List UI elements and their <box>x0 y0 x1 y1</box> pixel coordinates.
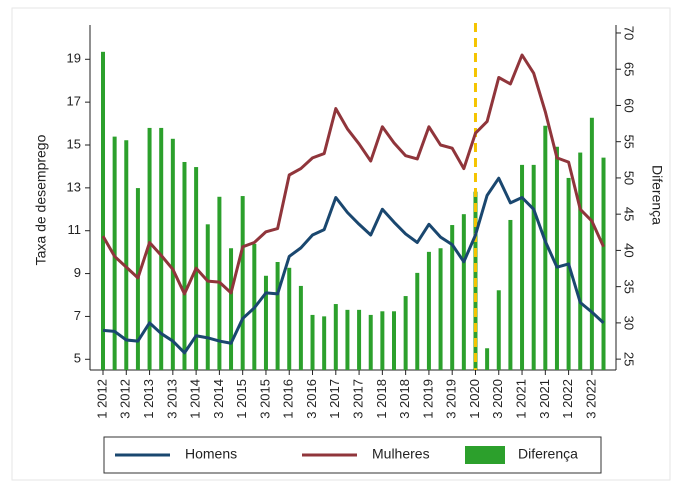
y2-tick-label: 40 <box>622 243 637 257</box>
bar <box>298 285 303 370</box>
x-tick-label: 1 2017 <box>327 379 342 419</box>
y-axis-label: Taxa de desemprego <box>33 134 49 265</box>
bar <box>310 314 315 370</box>
x-tick-label: 3 2019 <box>444 379 459 419</box>
x-tick-label: 3 2013 <box>164 379 179 419</box>
y2-tick-label: 70 <box>622 26 637 40</box>
bar <box>345 309 350 370</box>
legend-label: Diferença <box>518 446 578 462</box>
bar <box>170 138 175 370</box>
y-tick-label: 17 <box>67 94 81 109</box>
x-tick-label: 3 2020 <box>490 379 505 419</box>
bar <box>357 309 362 370</box>
x-tick-label: 1 2018 <box>374 379 389 419</box>
bar <box>275 262 280 370</box>
bar <box>101 51 105 370</box>
x-tick-label: 3 2015 <box>257 379 272 419</box>
bar <box>531 164 536 370</box>
legend-swatch <box>465 446 505 464</box>
line <box>101 53 605 296</box>
bar <box>426 251 431 370</box>
y2-tick-label: 65 <box>622 62 637 76</box>
bar <box>333 304 338 370</box>
y-tick-label: 11 <box>68 222 82 237</box>
legend-label: Homens <box>185 446 237 462</box>
bar <box>124 140 129 370</box>
y2-tick-label: 30 <box>622 316 637 330</box>
x-tick-label: 3 2017 <box>351 379 366 419</box>
y2-tick-label: 60 <box>622 98 637 112</box>
bar <box>508 219 513 370</box>
bar <box>263 275 268 370</box>
bar <box>566 177 571 370</box>
bar <box>147 127 152 370</box>
bar <box>520 164 525 370</box>
x-tick-label: 1 2022 <box>560 379 575 419</box>
y-tick-label: 19 <box>67 51 81 66</box>
bar <box>601 157 606 370</box>
bar <box>438 248 443 370</box>
x-tick-label: 3 2021 <box>537 379 552 419</box>
x-tick-label: 3 2012 <box>118 379 133 419</box>
bar <box>461 214 466 370</box>
frame <box>11 7 671 481</box>
bar <box>543 125 548 371</box>
bar <box>240 196 245 370</box>
y-tick-label: 9 <box>74 265 81 280</box>
x-tick-label: 1 2014 <box>188 379 203 419</box>
bar <box>380 311 385 370</box>
bar <box>450 225 455 370</box>
x-tick-label: 3 2014 <box>211 379 226 419</box>
y2-tick-label: 50 <box>622 171 637 185</box>
bar <box>229 248 234 370</box>
x-tick-label: 1 2016 <box>281 379 296 419</box>
x-tick-label: 1 2021 <box>513 379 528 419</box>
bar <box>392 311 396 370</box>
y2-tick-label: 45 <box>622 207 637 221</box>
y-tick-label: 5 <box>74 351 81 366</box>
bar <box>485 348 490 370</box>
y-tick-label: 7 <box>74 308 81 323</box>
x-tick-label: 1 2015 <box>234 379 249 419</box>
y2-axis-label: Diferença <box>649 165 665 225</box>
x-tick-label: 1 2012 <box>94 379 109 419</box>
bar <box>578 152 583 370</box>
y2-tick-label: 25 <box>622 352 637 366</box>
bar <box>182 161 187 370</box>
y2-tick-label: 35 <box>622 279 637 293</box>
x-tick-label: 1 2020 <box>467 379 482 419</box>
y-tick-label: 15 <box>67 136 81 151</box>
bar <box>287 267 292 370</box>
bar <box>368 314 373 370</box>
bar <box>322 316 327 370</box>
bar <box>205 224 210 370</box>
y2-tick-label: 55 <box>622 134 637 148</box>
y-tick-label: 13 <box>67 179 81 194</box>
bar <box>159 127 164 370</box>
x-tick-label: 1 2019 <box>420 379 435 419</box>
bar <box>554 146 559 370</box>
line <box>102 176 605 355</box>
x-tick-label: 3 2022 <box>583 379 598 419</box>
x-tick-label: 1 2013 <box>141 379 156 419</box>
legend-label: Mulheres <box>372 446 430 462</box>
bar <box>496 290 501 370</box>
bar <box>589 117 594 371</box>
x-tick-label: 3 2016 <box>304 379 319 419</box>
bar <box>112 136 117 370</box>
x-tick-label: 3 2018 <box>397 379 412 419</box>
bar <box>403 296 408 370</box>
bar <box>415 272 420 370</box>
